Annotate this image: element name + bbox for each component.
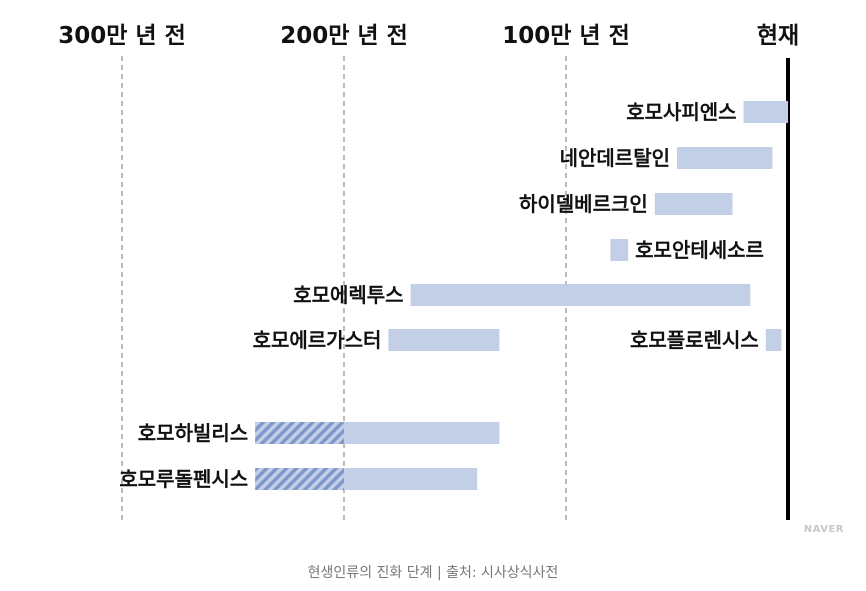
species-label: 호모사피엔스 [626, 100, 736, 124]
species-label: 호모에렉투스 [293, 283, 403, 307]
range-bar [677, 147, 773, 169]
species-label: 호모에르가스터 [253, 328, 382, 352]
species-label: 호모안테세소르 [635, 238, 764, 262]
species-label: 호모루돌펜시스 [119, 467, 248, 491]
range-bar [610, 239, 629, 261]
species-label: 네안데르탈인 [560, 146, 670, 170]
range-bar [654, 193, 733, 215]
x-tick-label: 300만 년 전 [58, 23, 186, 49]
species-label: 호모하빌리스 [138, 421, 248, 445]
uncertain-range-bar [255, 422, 344, 444]
range-bar [743, 101, 788, 123]
x-tick-label: 200만 년 전 [280, 23, 408, 49]
range-bar [410, 284, 751, 306]
x-tick-label: 100만 년 전 [502, 23, 630, 49]
range-bar [388, 329, 500, 351]
chart-caption: 현생인류의 진화 단계 | 출처: 시사상식사전 [307, 565, 559, 581]
evolution-timeline-chart: 300만 년 전 200만 년 전 100만 년 전 현재호모사피엔스네안데르탈인하이… [58, 23, 799, 520]
species-label: 호모플로렌시스 [630, 328, 759, 352]
species-label: 하이델베르크인 [519, 192, 648, 216]
range-bar [765, 329, 782, 351]
uncertain-range-bar [255, 468, 344, 490]
x-tick-label: 현재 [757, 23, 799, 49]
naver-watermark: NAVER [803, 524, 844, 535]
